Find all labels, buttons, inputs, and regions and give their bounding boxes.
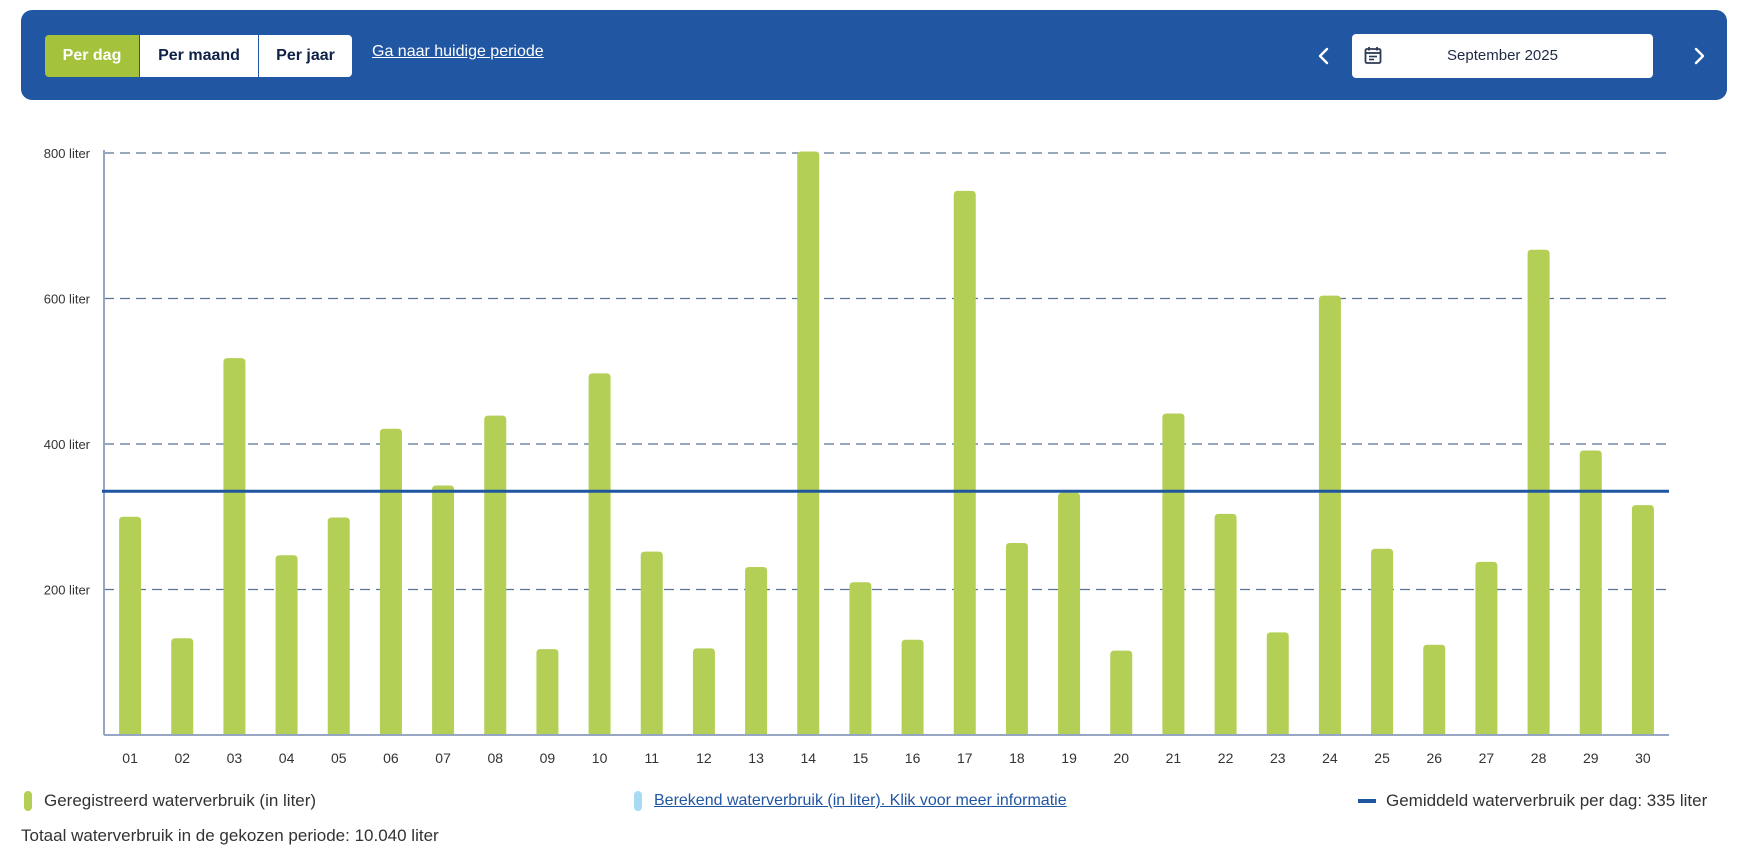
bar [901, 639, 924, 734]
bar [1318, 295, 1341, 734]
next-period-button[interactable] [1679, 36, 1719, 76]
period-label: September 2025 [1447, 47, 1558, 64]
x-tick-label: 05 [331, 750, 347, 766]
x-tick-label: 10 [592, 750, 608, 766]
x-tick-label: 13 [748, 750, 764, 766]
water-usage-chart: 200 liter 400 liter 600 liter 800 liter 01 02… [44, 146, 1669, 766]
bar [536, 649, 559, 734]
x-tick-label: 29 [1583, 750, 1599, 766]
y-tick-label: 600 liter [44, 292, 91, 307]
bar [588, 373, 611, 734]
bar [327, 517, 350, 734]
legend-calculated-link[interactable]: Berekend waterverbruik (in liter). Klik … [654, 792, 1067, 809]
bar [1579, 450, 1602, 734]
x-tick-label: 09 [540, 750, 556, 766]
x-tick-label: 14 [800, 750, 816, 766]
bar [640, 551, 663, 734]
chevron-right-icon [1694, 47, 1705, 65]
legend-registered-swatch [24, 791, 32, 811]
x-tick-label: 24 [1322, 750, 1338, 766]
bar [1475, 561, 1498, 734]
bar [1005, 542, 1028, 734]
bar [797, 151, 820, 735]
x-tick-label: 17 [957, 750, 973, 766]
y-tick-label: 400 liter [44, 437, 91, 452]
calendar-icon [1364, 47, 1382, 64]
x-tick-label: 07 [435, 750, 451, 766]
legend-average-swatch [1358, 799, 1376, 803]
bar [1058, 492, 1081, 734]
period-toolbar: Per dag Per maand Per jaar Ga naar huidi… [21, 10, 1727, 100]
y-tick-label: 200 liter [44, 583, 91, 598]
bar [223, 358, 246, 734]
current-period-link[interactable]: Ga naar huidige periode [372, 43, 544, 60]
legend-registered-label: Geregistreerd waterverbruik (in liter) [44, 791, 317, 810]
bar [1266, 632, 1289, 734]
x-tick-label: 06 [383, 750, 399, 766]
legend-average-label: Gemiddeld waterverbruik per dag: 335 lit… [1386, 791, 1708, 810]
x-tick-label: 04 [279, 750, 295, 766]
x-tick-label: 28 [1531, 750, 1547, 766]
x-tick-label: 26 [1426, 750, 1442, 766]
x-tick-label: 30 [1635, 750, 1651, 766]
bar [745, 566, 768, 734]
bar [432, 485, 455, 734]
x-tick-label: 03 [227, 750, 243, 766]
x-tick-label: 16 [905, 750, 921, 766]
bar [1214, 513, 1237, 734]
bar [1371, 548, 1394, 734]
bar [119, 516, 142, 734]
tab-per-maand[interactable]: Per maand [139, 34, 259, 78]
bar [1162, 413, 1185, 734]
x-tick-label: 22 [1218, 750, 1234, 766]
tab-per-dag[interactable]: Per dag [44, 34, 140, 78]
x-tick-label: 27 [1479, 750, 1495, 766]
x-tick-label: 23 [1270, 750, 1286, 766]
x-tick-label: 01 [122, 750, 138, 766]
bar [275, 555, 298, 734]
bar [1631, 505, 1654, 734]
bar [1110, 650, 1133, 734]
bar [171, 638, 194, 734]
bar [849, 582, 872, 734]
tab-per-jaar[interactable]: Per jaar [258, 34, 353, 78]
x-tick-label: 11 [644, 750, 659, 766]
x-tick-label: 25 [1374, 750, 1390, 766]
legend-average: Gemiddeld waterverbruik per dag: 335 lit… [1358, 790, 1707, 812]
x-tick-label: 15 [853, 750, 869, 766]
legend-calculated[interactable]: Berekend waterverbruik (in liter). Klik … [634, 790, 1067, 812]
bar [1423, 644, 1446, 734]
x-tick-label: 21 [1166, 750, 1182, 766]
period-picker[interactable]: September 2025 [1352, 34, 1653, 78]
total-usage: Totaal waterverbruik in de gekozen perio… [21, 826, 439, 845]
x-tick-label: 12 [696, 750, 712, 766]
x-tick-label: 02 [174, 750, 190, 766]
x-tick-label: 18 [1009, 750, 1025, 766]
x-tick-label: 20 [1113, 750, 1129, 766]
legend-calculated-swatch [634, 791, 642, 811]
y-tick-label: 800 liter [44, 146, 91, 161]
legend-registered: Geregistreerd waterverbruik (in liter) [24, 790, 316, 812]
x-tick-label: 19 [1061, 750, 1077, 766]
bar [692, 648, 715, 734]
x-tick-label: 08 [487, 750, 503, 766]
chevron-left-icon [1318, 47, 1329, 65]
bar [484, 415, 507, 734]
bar [379, 428, 402, 734]
previous-period-button[interactable] [1304, 36, 1344, 76]
bar [953, 190, 976, 734]
